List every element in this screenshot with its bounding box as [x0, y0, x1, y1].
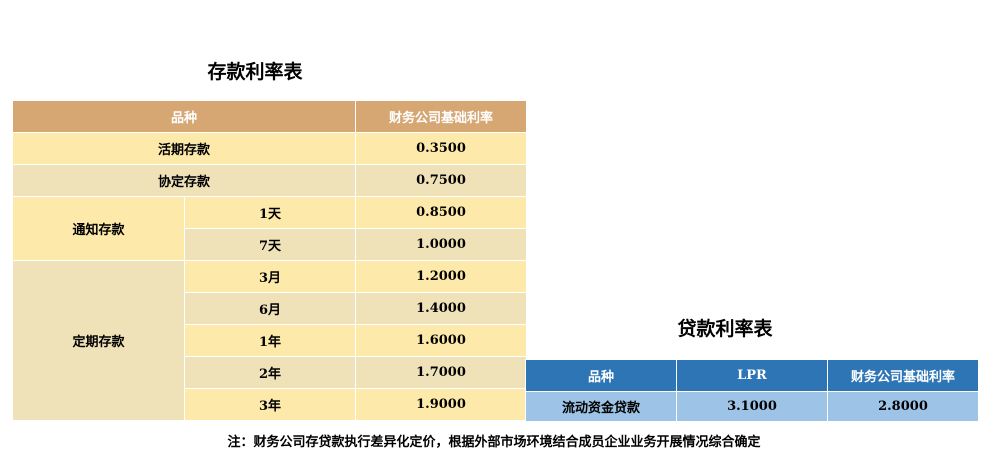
fixed-term-cell: 2年 [183, 356, 357, 389]
notice-term-cell: 7天 [183, 228, 357, 261]
table-row: 通知存款 1天 0.8500 [12, 196, 528, 261]
notice-rate-cell: 0.8500 [355, 196, 528, 229]
notice-term-cell: 1天 [183, 196, 357, 229]
table-row: 2年 1.7000 [13, 356, 528, 389]
demand-deposit-rate: 0.3500 [355, 132, 528, 165]
deposit-header-product: 品种 [11, 100, 357, 133]
fixed-term-cell: 3月 [183, 260, 357, 293]
fixed-rate-cell: 1.9000 [355, 388, 528, 421]
table-row: 定期存款 3月 1.2000 [12, 260, 528, 421]
table-row: 协定存款 0.7500 [11, 164, 528, 197]
deposit-rate-table-title: 存款利率表 [207, 61, 303, 83]
table-row: 3年 1.9000 [13, 388, 528, 421]
loan-product-name: 流动资金贷款 [525, 391, 677, 422]
deposit-rate-table: 品种 财务公司基础利率 活期存款 0.3500 协定存款 0.7500 通知存款… [11, 100, 528, 421]
fixed-term-cell: 1年 [183, 324, 357, 357]
table-row: 7天 1.0000 [13, 228, 528, 261]
deposit-header-row: 品种 财务公司基础利率 [11, 100, 528, 133]
table-row: 1年 1.6000 [13, 324, 528, 357]
loan-rate-table-title: 贷款利率表 [677, 318, 773, 340]
fixed-rate-cell: 1.2000 [355, 260, 528, 293]
fixed-rate-cell: 1.7000 [355, 356, 528, 389]
demand-deposit-name: 活期存款 [11, 132, 357, 165]
agreement-deposit-rate: 0.7500 [355, 164, 528, 197]
notice-rate-cell: 1.0000 [355, 228, 528, 261]
fixed-deposit-name: 定期存款 [12, 260, 185, 421]
fixed-rate-cell: 1.6000 [355, 324, 528, 357]
footnote: 注：财务公司存贷款执行差异化定价，根据外部市场环境结合成员企业业务开展情况综合确… [227, 435, 761, 450]
loan-rate-value: 2.8000 [827, 391, 979, 422]
loan-lpr-value: 3.1000 [676, 391, 828, 422]
table-row: 活期存款 0.3500 [11, 132, 528, 165]
loan-header-row: 品种 LPR 财务公司基础利率 [525, 359, 979, 392]
table-row: 流动资金贷款 3.1000 2.8000 [525, 391, 979, 422]
agreement-deposit-name: 协定存款 [11, 164, 357, 197]
deposit-header-rate: 财务公司基础利率 [355, 100, 528, 133]
fixed-term-cell: 3年 [183, 388, 357, 421]
loan-header-product: 品种 [525, 359, 677, 392]
loan-header-rate: 财务公司基础利率 [827, 359, 979, 392]
loan-header-lpr: LPR [676, 359, 828, 392]
fixed-term-cell: 6月 [183, 292, 357, 325]
notice-deposit-name: 通知存款 [12, 196, 185, 261]
loan-rate-table: 品种 LPR 财务公司基础利率 流动资金贷款 3.1000 2.8000 [525, 359, 979, 422]
fixed-rate-cell: 1.4000 [355, 292, 528, 325]
